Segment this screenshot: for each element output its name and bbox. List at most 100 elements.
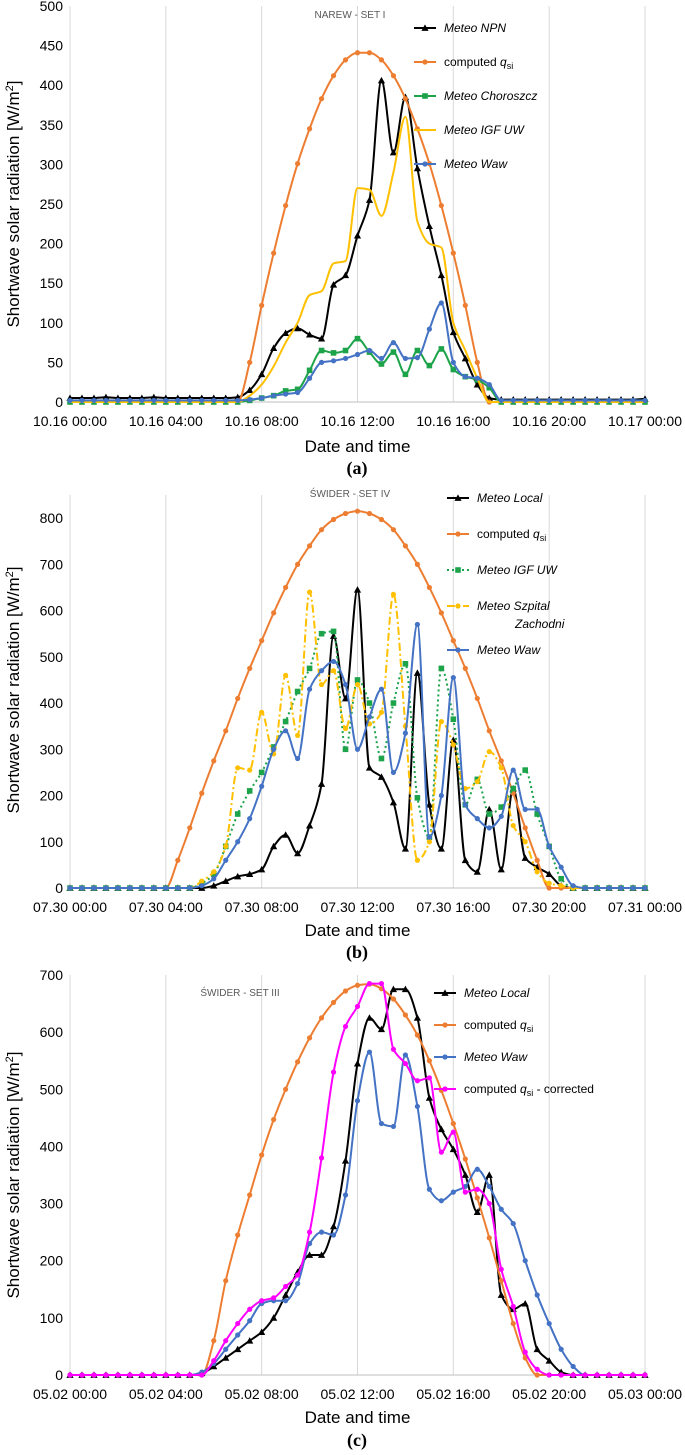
legend-marker (442, 1054, 448, 1060)
legend-label: Meteo Szpital (477, 599, 550, 613)
data-point (425, 222, 433, 230)
data-point (534, 1372, 540, 1378)
data-point (413, 669, 421, 676)
data-point (546, 1320, 552, 1327)
data-point (426, 839, 432, 845)
data-point (558, 864, 564, 870)
data-point (317, 780, 326, 787)
data-point (283, 1086, 289, 1092)
data-point (318, 1229, 325, 1235)
data-point (223, 857, 229, 863)
data-point (330, 73, 337, 79)
data-point (139, 397, 145, 404)
data-point (330, 516, 337, 523)
data-point (413, 164, 421, 172)
data-point (199, 790, 205, 796)
data-point (139, 885, 145, 891)
data-point (235, 1232, 241, 1238)
data-point (354, 982, 361, 988)
data-point (103, 1372, 109, 1378)
x-tick-label: 05.02 08:00 (225, 1386, 299, 1402)
data-point (318, 668, 325, 674)
data-point (306, 543, 313, 549)
legend-label: Meteo IGF UW (444, 123, 525, 137)
legend-entry: computed qsi (434, 1018, 533, 1034)
data-point (150, 393, 158, 401)
data-point (582, 885, 588, 891)
data-point (163, 1372, 169, 1378)
data-point (235, 695, 241, 702)
data-point (402, 1012, 409, 1018)
data-point (175, 857, 181, 863)
x-tick-label: 10.16 20:00 (512, 413, 586, 429)
data-point (545, 1357, 553, 1364)
data-point (222, 1354, 230, 1361)
y-axis-title: Shortwave solar radiation [W/m2] (4, 566, 23, 813)
data-point (426, 1075, 432, 1081)
data-point (450, 1120, 456, 1127)
data-point (199, 397, 205, 404)
data-point (474, 375, 480, 381)
data-point (366, 1049, 373, 1055)
data-point (318, 1015, 325, 1021)
data-point (473, 1208, 481, 1216)
y-tick-label: 50 (47, 354, 63, 370)
data-point (378, 755, 385, 762)
data-point (414, 795, 421, 801)
data-point (570, 397, 576, 404)
data-point (534, 811, 540, 817)
legend-label: Meteo IGF UW (477, 563, 558, 577)
data-point (271, 610, 277, 616)
data-point (582, 397, 588, 404)
data-point (522, 1258, 528, 1264)
data-point (558, 1346, 564, 1352)
data-point (330, 628, 337, 635)
data-point (342, 725, 349, 732)
data-point (271, 746, 277, 752)
data-point (223, 1278, 229, 1284)
legend-entry: Meteo Waw (414, 157, 508, 171)
data-point (618, 397, 624, 404)
data-point (259, 302, 265, 308)
data-point (354, 681, 361, 688)
data-point (247, 397, 253, 403)
data-point (342, 355, 349, 362)
data-point (449, 328, 457, 336)
x-tick-label: 05.02 16:00 (416, 1386, 490, 1402)
data-point (354, 351, 361, 358)
data-point (342, 347, 349, 354)
data-point (283, 1298, 289, 1304)
legend-label: Meteo Waw (464, 1050, 528, 1064)
data-point (283, 672, 289, 678)
y-tick-label: 100 (40, 1310, 64, 1326)
data-point (510, 1220, 516, 1227)
data-point (450, 1129, 456, 1135)
data-point (151, 397, 157, 404)
x-tick-label: 07.31 00:00 (608, 899, 682, 915)
data-point (235, 397, 241, 404)
data-point (306, 1035, 313, 1041)
data-point (389, 985, 398, 993)
data-point (522, 825, 528, 831)
x-tick-label: 10.16 00:00 (33, 413, 107, 429)
data-point (151, 885, 157, 891)
data-point (282, 388, 289, 394)
data-point (306, 589, 313, 595)
data-point (450, 742, 456, 748)
data-point (426, 584, 432, 591)
data-point (402, 660, 409, 667)
data-point (294, 688, 301, 695)
data-point (486, 825, 492, 831)
data-point (330, 658, 337, 665)
y-tick-label: 200 (40, 236, 64, 252)
data-point (378, 57, 385, 63)
data-point (390, 1046, 397, 1052)
data-point (365, 196, 374, 203)
data-point (570, 1372, 576, 1378)
panel-label: (c) (347, 1430, 367, 1451)
data-point (606, 397, 612, 404)
data-point (474, 1195, 480, 1201)
data-point (510, 397, 516, 404)
data-point (342, 510, 349, 517)
data-point (618, 885, 624, 891)
